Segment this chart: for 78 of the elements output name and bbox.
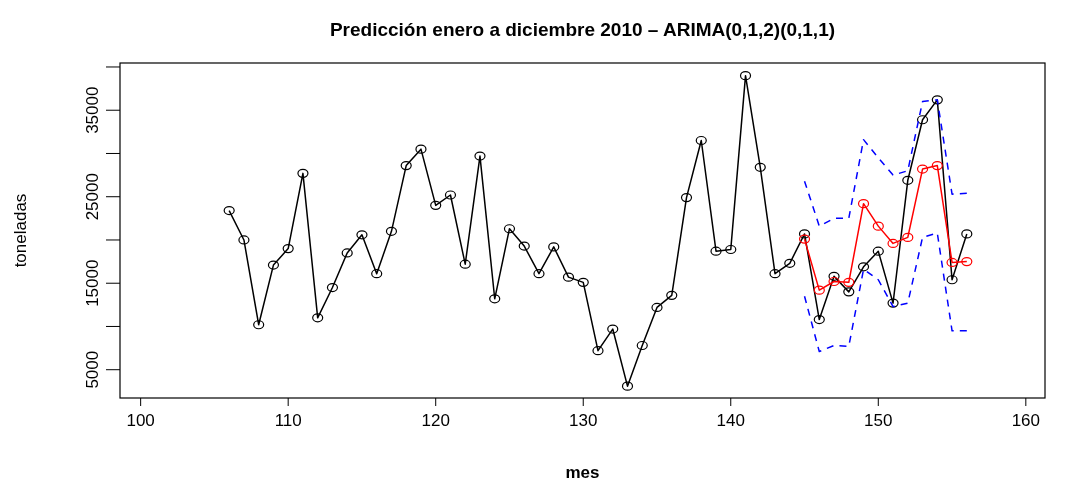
x-tick-label: 130 [569,411,598,430]
point [444,190,457,200]
point [607,324,619,334]
point [872,221,884,231]
point [326,282,339,293]
y-axis-title: toneladas [11,193,30,268]
x-tick-label: 150 [864,411,893,430]
point [798,229,811,239]
point [784,258,796,268]
point [518,241,530,251]
point [946,257,958,268]
point [371,269,383,279]
point [931,95,943,105]
point [636,340,648,351]
x-tick-label: 100 [126,411,155,430]
x-tick-label: 160 [1011,411,1041,430]
point [282,244,294,254]
point [813,314,825,325]
point [887,298,899,308]
point [267,260,280,270]
point [695,135,707,146]
point [459,259,471,269]
point [857,199,870,209]
x-tick-label: 120 [421,411,450,430]
point [916,164,929,174]
point [356,230,368,240]
point [548,242,560,252]
point [961,257,973,267]
point [754,162,766,172]
point [857,262,870,272]
point [474,151,486,161]
y-tick-label: 35000 [83,86,102,134]
point [312,313,324,323]
y-tick-label: 15000 [83,259,102,307]
point [902,175,914,185]
point [341,248,353,258]
point [843,277,855,287]
point [562,272,575,282]
point [503,224,516,234]
point [916,115,929,125]
point [666,290,678,300]
point [489,294,501,304]
point [813,285,825,295]
point [872,246,884,256]
point [238,235,250,245]
point [385,226,398,236]
point [961,229,973,239]
point [577,277,589,287]
point [710,246,722,256]
point [592,346,604,356]
line-series [803,232,968,353]
point [725,244,737,255]
x-tick-label: 140 [716,411,745,430]
y-tick-label: 25000 [83,173,102,221]
point [430,200,442,210]
x-tick-label: 110 [274,411,302,430]
point [680,192,693,203]
point [828,276,840,287]
point [798,234,811,244]
point [415,144,427,154]
point [253,320,265,330]
point [843,287,855,297]
point [223,205,235,216]
point [946,275,958,285]
y-tick-label: 5000 [83,350,102,389]
point [931,160,943,171]
point [651,302,663,313]
point [769,269,781,279]
point [400,160,412,171]
point [297,168,309,178]
point [902,232,914,242]
x-axis-title: mes [565,463,600,482]
point [828,271,840,281]
point [621,381,634,391]
point [887,238,899,249]
point [533,269,545,279]
chart-title: Predicción enero a diciembre 2010 – ARIMA(0,1,2)(0,1,1) [329,19,836,40]
point [739,71,752,81]
